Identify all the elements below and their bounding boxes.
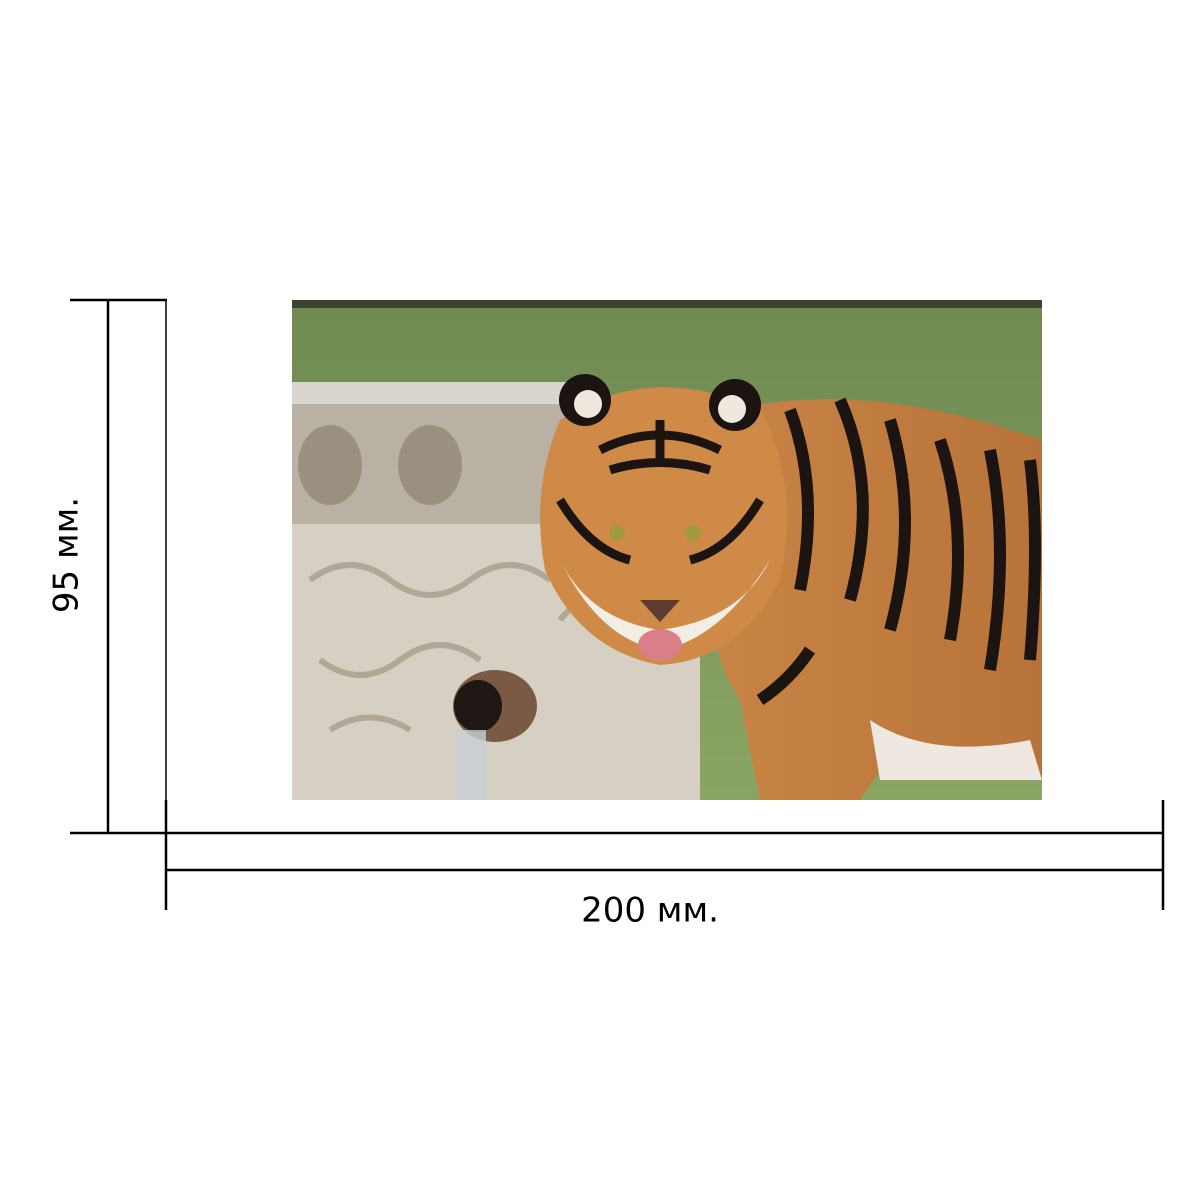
width-dimension: 200 мм. [164,800,1165,931]
height-dimension: 95 мм. [47,298,167,835]
photo [292,300,1042,800]
width-label: 200 мм. [581,891,719,931]
height-label: 95 мм. [47,497,87,613]
